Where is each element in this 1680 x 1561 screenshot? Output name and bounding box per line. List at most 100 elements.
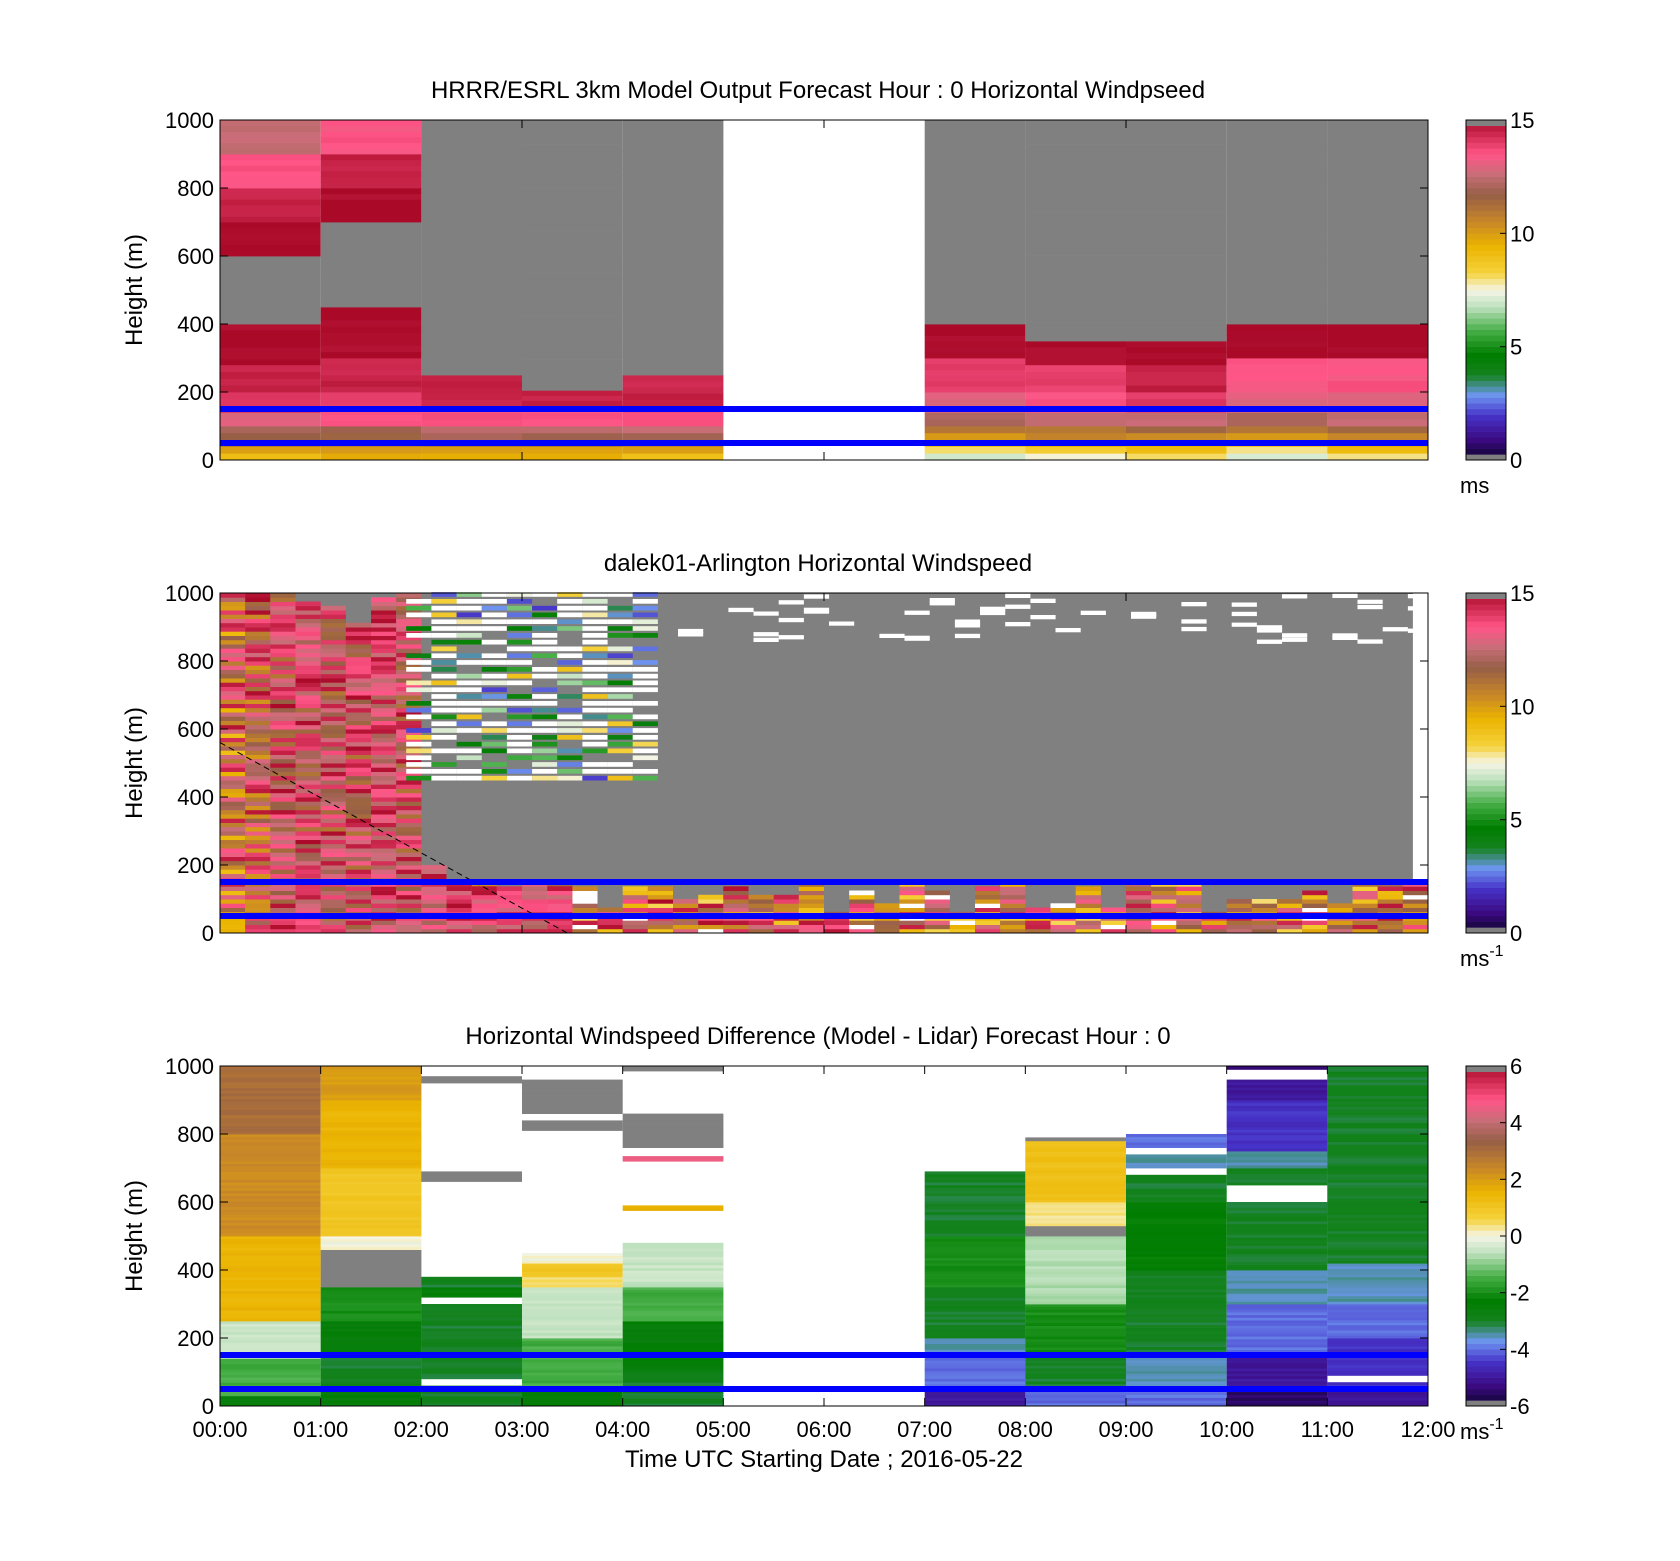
heatmap-cell xyxy=(270,788,296,794)
heatmap-cell xyxy=(572,903,598,908)
y-tick-label: 600 xyxy=(177,244,214,269)
heatmap-cell xyxy=(220,1095,321,1099)
heatmap-cell xyxy=(924,157,1026,164)
heatmap-cell xyxy=(1126,144,1227,152)
heatmap-cell xyxy=(320,1370,422,1374)
heatmap-cell xyxy=(924,1305,1026,1309)
heatmap-cell xyxy=(1176,899,1202,904)
heatmap-cell xyxy=(1176,903,1202,908)
heatmap-cell xyxy=(622,314,724,321)
heatmap-cell xyxy=(295,856,321,862)
heatmap-cell xyxy=(421,873,447,879)
heatmap-cell xyxy=(748,928,774,934)
heatmap-cell xyxy=(320,797,346,802)
heatmap-cell xyxy=(220,364,321,372)
heatmap-cell xyxy=(1005,593,1031,598)
heatmap-cell xyxy=(421,344,522,352)
heatmap-cell xyxy=(557,653,583,658)
heatmap-cell xyxy=(396,890,422,896)
heatmap-cell xyxy=(1327,1179,1428,1183)
colorbar-swatch xyxy=(1466,757,1506,764)
heatmap-cell xyxy=(622,1156,724,1160)
heatmap-cell xyxy=(220,1369,321,1373)
heatmap-cell xyxy=(345,656,371,662)
heatmap-cell xyxy=(1277,920,1303,925)
heatmap-cell xyxy=(345,622,371,628)
heatmap-cell xyxy=(421,1370,522,1374)
heatmap-cell xyxy=(1126,1368,1227,1372)
heatmap-cell xyxy=(1126,304,1227,311)
heatmap-cell xyxy=(220,359,321,366)
heatmap-cell xyxy=(481,667,507,672)
heatmap-cell xyxy=(320,414,422,421)
heatmap-cell xyxy=(245,771,271,777)
heatmap-cell xyxy=(496,907,522,913)
heatmap-cell xyxy=(924,169,1026,177)
heatmap-cell xyxy=(975,928,1001,934)
heatmap-cell xyxy=(1126,212,1227,219)
heatmap-cell xyxy=(1402,903,1428,908)
heatmap-cell xyxy=(295,605,321,611)
heatmap-cell xyxy=(220,1079,321,1083)
heatmap-cell xyxy=(1025,120,1126,127)
heatmap-cell xyxy=(622,211,724,218)
colorbar-swatch xyxy=(1466,712,1506,718)
heatmap-cell xyxy=(1327,1367,1428,1371)
heatmap-cell xyxy=(421,1357,522,1361)
heatmap-cell xyxy=(345,903,371,908)
heatmap-cell xyxy=(1126,1162,1227,1166)
heatmap-cell xyxy=(522,261,623,268)
heatmap-cell xyxy=(245,737,271,743)
heatmap-cell xyxy=(320,1310,422,1314)
colorbar-swatch xyxy=(1466,893,1506,900)
heatmap-cell xyxy=(220,899,246,904)
heatmap-cell xyxy=(1226,1237,1328,1241)
heatmap-cell xyxy=(522,353,623,360)
heatmap-cell xyxy=(924,928,950,934)
heatmap-cell xyxy=(1327,1400,1428,1404)
heatmap-cell xyxy=(1226,1097,1328,1101)
heatmap-cell xyxy=(1327,346,1428,353)
heatmap-cell xyxy=(345,763,371,768)
heatmap-cell xyxy=(1126,273,1227,280)
heatmap-cell xyxy=(1075,907,1101,913)
colorbar-swatch xyxy=(1466,700,1506,707)
heatmap-cell xyxy=(1327,268,1428,275)
heatmap-cell xyxy=(295,771,321,777)
heatmap-cell xyxy=(1025,187,1126,194)
heatmap-cell xyxy=(1251,920,1277,925)
colorbar-box xyxy=(1465,119,1507,461)
heatmap-cell xyxy=(295,822,321,828)
heatmap-cell xyxy=(1126,1242,1227,1246)
colorbar-swatch xyxy=(1466,216,1506,223)
heatmap-cell xyxy=(270,831,296,836)
heatmap-cell xyxy=(1100,920,1126,925)
heatmap-cell xyxy=(1226,1283,1328,1287)
heatmap-cell xyxy=(1126,1237,1227,1241)
heatmap-cell xyxy=(1126,1394,1227,1398)
heatmap-cell xyxy=(1025,273,1126,280)
heatmap-cell xyxy=(220,1136,321,1140)
heatmap-cell xyxy=(622,302,724,309)
heatmap-cell xyxy=(622,332,724,339)
heatmap-cell xyxy=(1025,1370,1126,1374)
heatmap-cell xyxy=(421,265,522,273)
heatmap-cell xyxy=(1226,1368,1328,1372)
heatmap-cell xyxy=(522,1284,623,1288)
heatmap-cell xyxy=(607,660,633,665)
heatmap-cell xyxy=(371,758,397,764)
heatmap-cell xyxy=(1226,1309,1328,1313)
heatmap-cell xyxy=(320,1362,422,1366)
heatmap-cell xyxy=(320,746,346,751)
heatmap-cell xyxy=(245,924,271,930)
heatmap-cell xyxy=(1327,324,1428,331)
heatmap-cell xyxy=(1282,637,1308,642)
heatmap-cell xyxy=(471,928,497,934)
heatmap-cell xyxy=(320,264,422,271)
heatmap-cell xyxy=(421,903,447,908)
heatmap-cell xyxy=(245,767,271,772)
heatmap-cell xyxy=(1226,924,1252,930)
heatmap-cell xyxy=(522,236,623,244)
heatmap-cell xyxy=(924,249,1026,257)
heatmap-cell xyxy=(622,271,724,279)
